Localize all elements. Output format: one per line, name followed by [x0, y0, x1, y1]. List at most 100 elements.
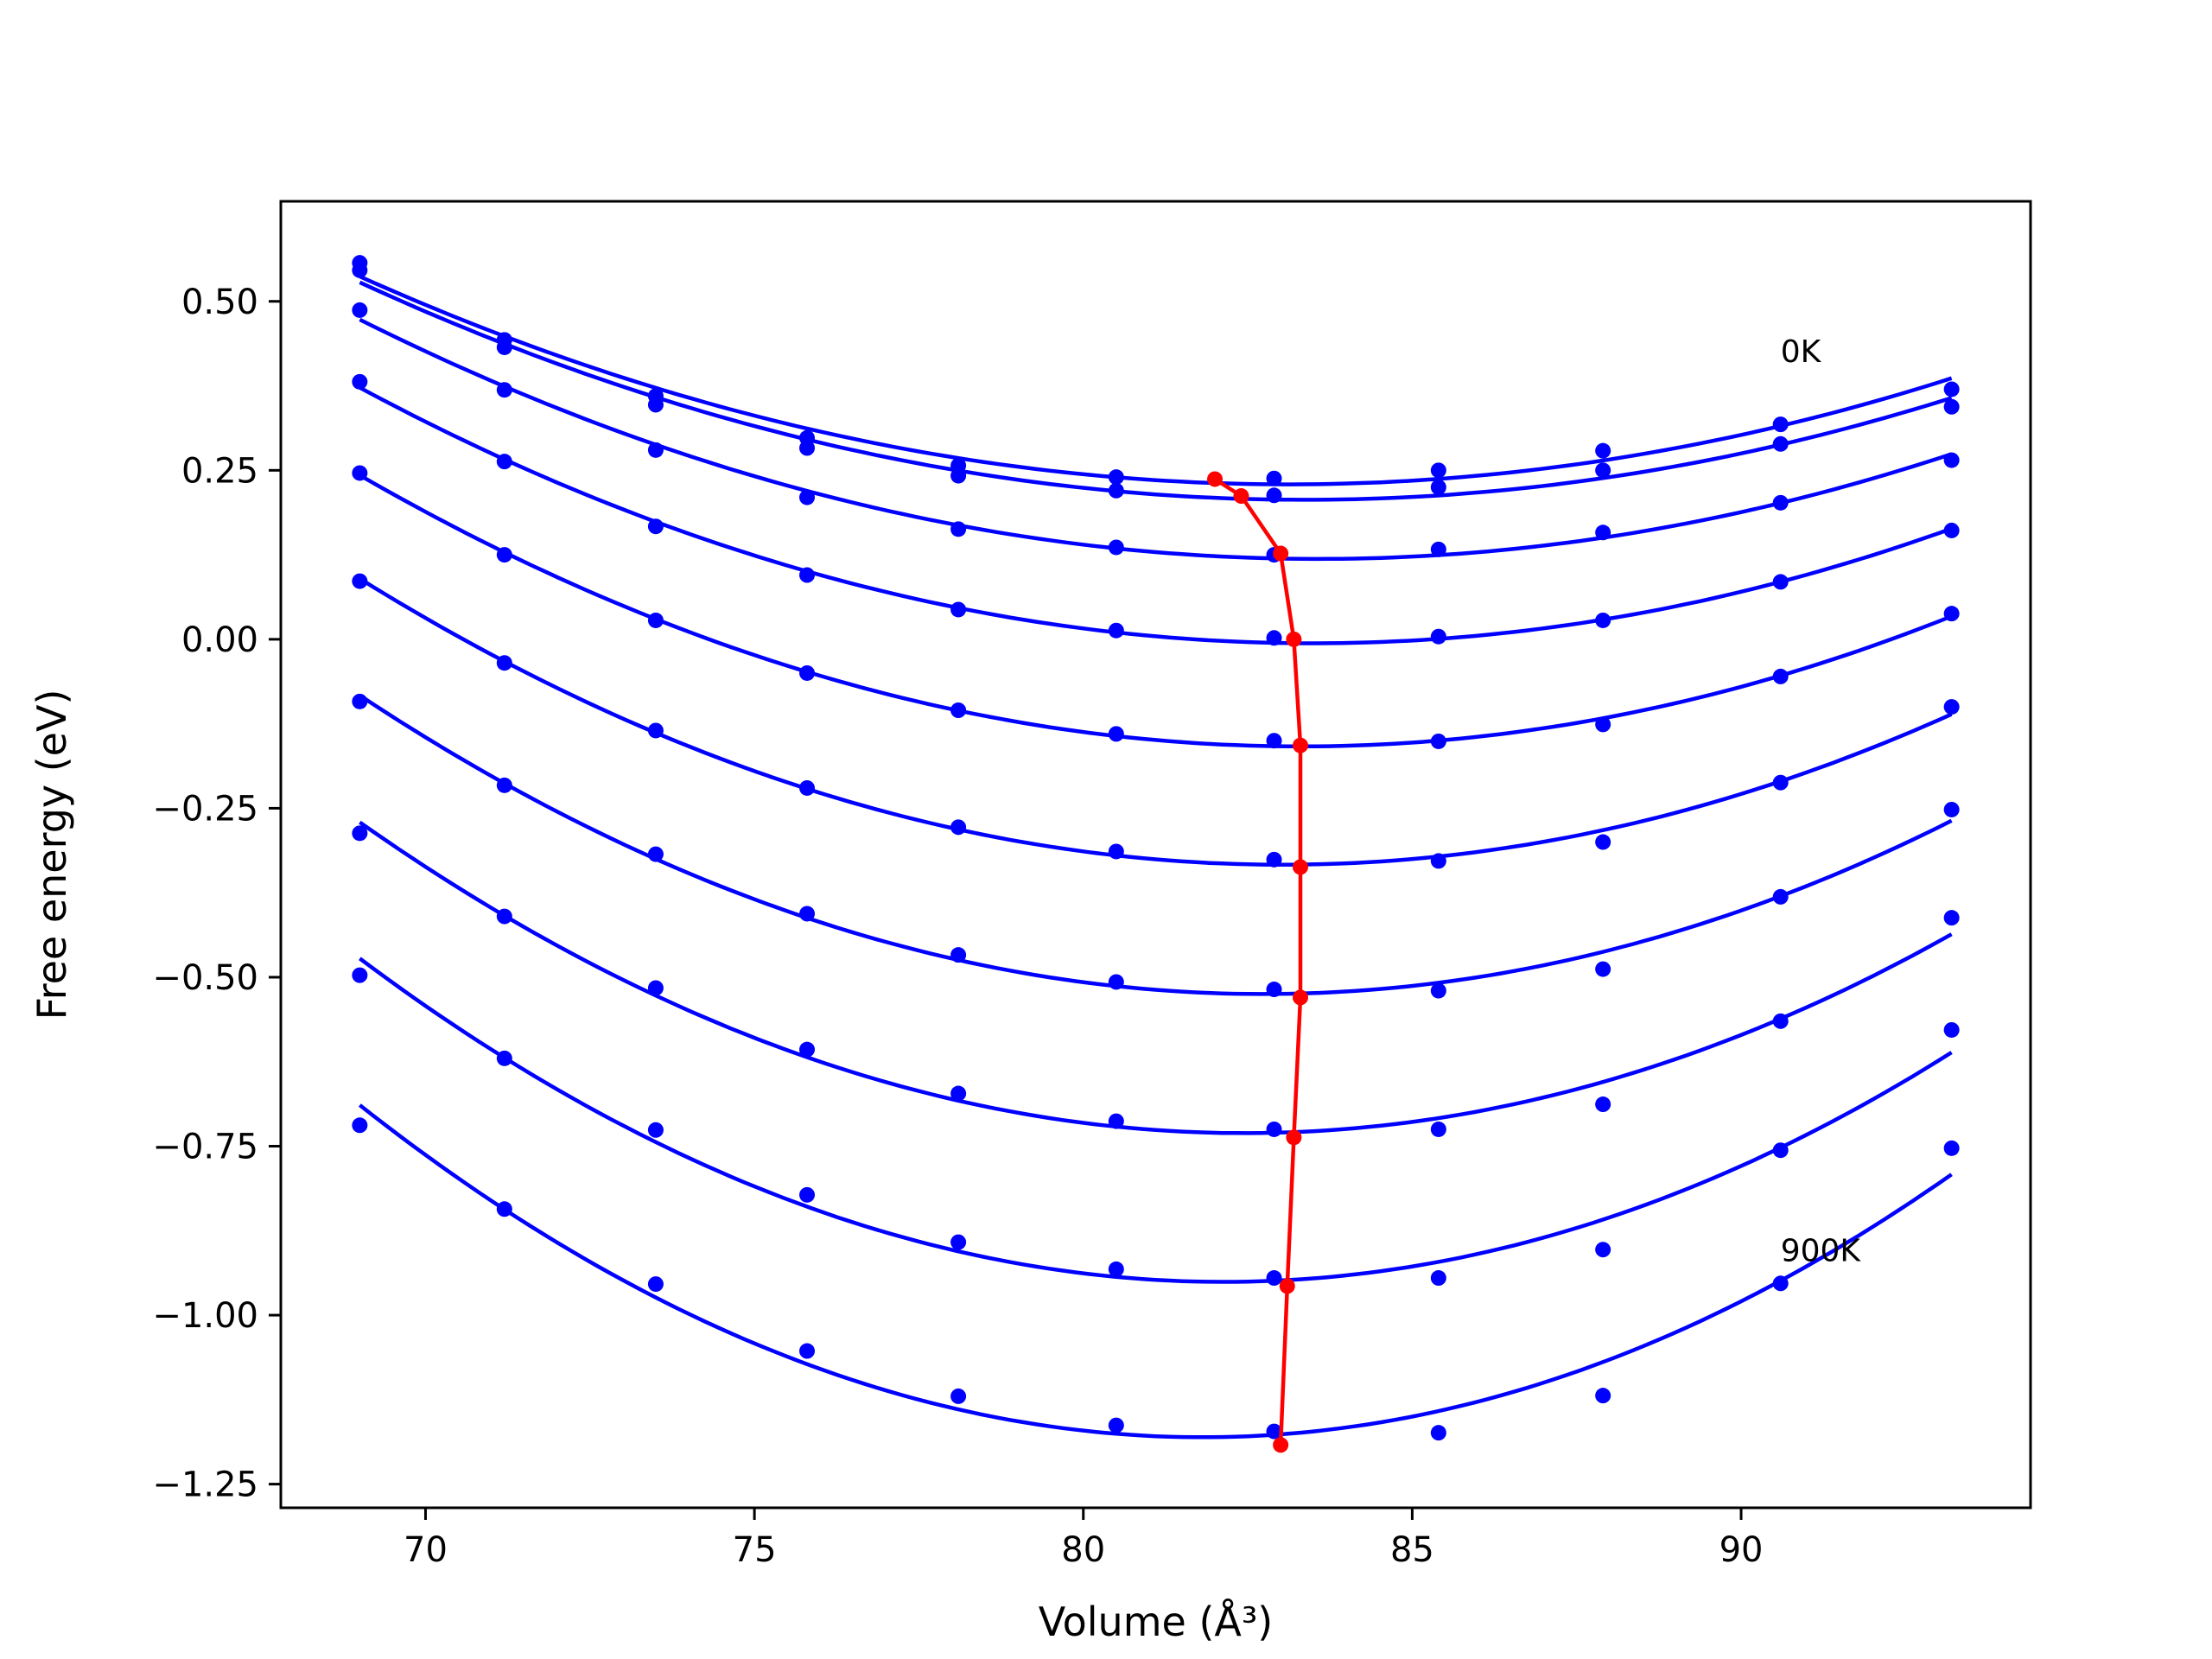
minimum-path-layer [1207, 471, 1308, 1453]
minimum-point [1273, 1437, 1289, 1453]
y-tick-label: −0.75 [152, 1128, 258, 1167]
data-point [799, 906, 816, 922]
y-tick-label: −1.25 [152, 1465, 258, 1505]
data-point [647, 980, 664, 996]
plot-frame [279, 200, 2032, 1510]
minimum-point [1286, 631, 1302, 647]
data-point [1772, 494, 1789, 511]
data-point [950, 947, 967, 963]
data-point [1595, 1388, 1611, 1404]
data-point [799, 664, 816, 681]
data-point [1772, 416, 1789, 433]
minimum-point [1207, 471, 1224, 487]
data-point [1595, 961, 1611, 977]
data-point [647, 1276, 664, 1293]
data-point [1430, 982, 1446, 999]
data-point [1430, 733, 1446, 749]
data-point [1943, 699, 1960, 715]
data-point [1595, 612, 1611, 628]
data-point [352, 1117, 368, 1134]
data-point [1108, 843, 1124, 860]
data-point [1943, 398, 1960, 415]
data-point [799, 1343, 816, 1359]
y-axis-label: Free energy (eV) [29, 690, 75, 1020]
series-curve-7 [359, 820, 1953, 1135]
data-point [1266, 1423, 1282, 1440]
data-point [1430, 1425, 1446, 1441]
data-point [352, 302, 368, 318]
data-point [496, 454, 512, 470]
data-point [1266, 1270, 1282, 1287]
data-point [352, 262, 368, 278]
data-point [352, 825, 368, 842]
data-point [647, 397, 664, 413]
minimum-path-line [1213, 477, 1303, 1446]
minimum-point [1292, 859, 1308, 875]
data-point [1430, 1121, 1446, 1137]
minimum-point [1286, 1129, 1302, 1146]
data-point [799, 567, 816, 583]
data-point [1772, 774, 1789, 791]
data-point [1266, 470, 1282, 486]
temperature-annotation: 0K [1781, 334, 1822, 370]
data-point [950, 521, 967, 537]
x-tick-label: 80 [1061, 1530, 1105, 1570]
data-point [352, 573, 368, 589]
data-point [950, 819, 967, 836]
data-point [1595, 462, 1611, 479]
minimum-point [1279, 1278, 1295, 1294]
x-tick-label: 90 [1719, 1530, 1764, 1570]
data-point [1772, 668, 1789, 684]
data-point [799, 440, 816, 456]
data-point [1943, 452, 1960, 468]
data-point [1430, 853, 1446, 869]
annotations-layer: 0K 900K [1781, 334, 1862, 1268]
data-point [647, 518, 664, 535]
data-point [352, 967, 368, 983]
data-point [1943, 1140, 1960, 1156]
data-point [1108, 622, 1124, 639]
data-point [1595, 1242, 1611, 1258]
data-point [1595, 716, 1611, 733]
data-point [1266, 630, 1282, 646]
data-point [647, 846, 664, 862]
ticks-layer: 70 75 80 85 90 0.50 0.25 0.00 −0.25 −0.50 −0.75 −1.… [152, 283, 1763, 1570]
data-point [1108, 1113, 1124, 1129]
data-point [799, 1041, 816, 1058]
curves-layer [352, 255, 1960, 1441]
data-point [799, 489, 816, 505]
data-point [950, 702, 967, 718]
data-point [496, 547, 512, 563]
data-point [496, 382, 512, 398]
x-axis-label: Volume (Å³) [1039, 1599, 1274, 1645]
minimum-point [1273, 545, 1289, 562]
minimum-point [1233, 488, 1249, 505]
data-point [1108, 539, 1124, 556]
data-point [1595, 1096, 1611, 1113]
data-point [1943, 910, 1960, 926]
data-point [1430, 462, 1446, 479]
data-point [950, 1234, 967, 1250]
series-curve-2 [359, 317, 1953, 562]
data-point [647, 1122, 664, 1138]
data-point [1266, 982, 1282, 998]
data-point [1108, 1417, 1124, 1433]
data-point [647, 612, 664, 628]
series-curve-3 [359, 385, 1953, 645]
data-point [1772, 1275, 1789, 1292]
data-point [352, 373, 368, 390]
data-point [1943, 381, 1960, 397]
data-point [1772, 574, 1789, 590]
data-point [950, 601, 967, 618]
x-tick-label: 70 [404, 1530, 448, 1570]
temperature-annotation: 900K [1781, 1233, 1862, 1268]
series-curve-1 [359, 280, 1953, 502]
minimum-point [1292, 737, 1308, 753]
data-point [496, 777, 512, 793]
data-point [352, 465, 368, 481]
series-curve-4 [359, 474, 1953, 749]
series-curve-8 [359, 957, 1953, 1284]
data-point [1108, 726, 1124, 742]
